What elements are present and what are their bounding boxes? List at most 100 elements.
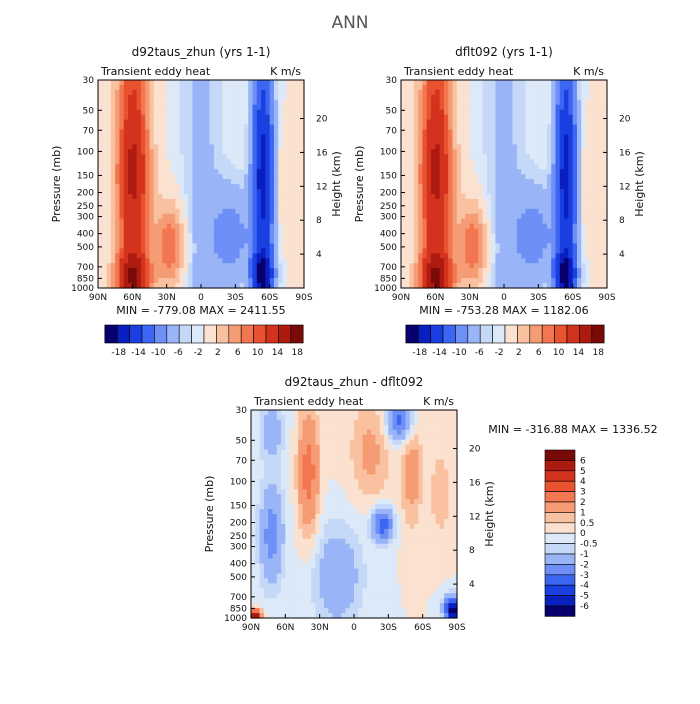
heatmap-cell: [543, 273, 548, 279]
heatmap-cell: [287, 263, 292, 269]
heatmap-cell: [440, 238, 445, 244]
heatmap-cell: [277, 568, 282, 574]
heatmap-cell: [272, 494, 277, 500]
heatmap-cell: [235, 115, 240, 121]
heatmap-cell: [235, 219, 240, 225]
heatmap-cell: [197, 139, 202, 145]
heatmap-cell: [222, 139, 227, 145]
heatmap-cell: [295, 219, 300, 225]
heatmap-cell: [102, 258, 107, 264]
heatmap-cell: [298, 514, 303, 520]
heatmap-cell: [132, 115, 137, 121]
heatmap-cell: [573, 248, 578, 254]
heatmap-cell: [98, 263, 103, 269]
heatmap-cell: [577, 159, 582, 165]
heatmap-cell: [102, 105, 107, 111]
heatmap-cell: [272, 450, 277, 456]
heatmap-cell: [277, 474, 282, 480]
heatmap-cell: [444, 248, 449, 254]
heatmap-cell: [457, 248, 462, 254]
heatmap-cell: [251, 425, 256, 431]
heatmap-cell: [590, 229, 595, 235]
heatmap-cell: [257, 214, 262, 220]
heatmap-cell: [465, 209, 470, 215]
heatmap-cell: [205, 134, 210, 140]
heatmap-cell: [594, 115, 599, 121]
heatmap-cell: [405, 159, 410, 165]
heatmap-cell: [564, 229, 569, 235]
heatmap-cell: [171, 105, 176, 111]
colorbar-swatch: [468, 325, 480, 343]
heatmap-cell: [410, 243, 415, 249]
heatmap-cell: [260, 568, 265, 574]
heatmap-cell: [530, 85, 535, 91]
heatmap-cell: [414, 174, 419, 180]
heatmap-cell: [410, 229, 415, 235]
heatmap-cell: [132, 229, 137, 235]
heatmap-cell: [175, 219, 180, 225]
heatmap-cell: [422, 209, 427, 215]
heatmap-cell: [154, 90, 159, 96]
heatmap-cell: [508, 214, 513, 220]
heatmap-cell: [281, 410, 286, 416]
heatmap-cell: [128, 105, 133, 111]
heatmap-cell: [274, 159, 279, 165]
heatmap-cell: [435, 243, 440, 249]
heatmap-cell: [431, 253, 436, 259]
heatmap-cell: [474, 174, 479, 180]
heatmap-cell: [525, 134, 530, 140]
heatmap-cell: [551, 214, 556, 220]
heatmap-cell: [201, 258, 206, 264]
heatmap-cell: [244, 120, 249, 126]
heatmap-cell: [564, 130, 569, 136]
heatmap-cell: [405, 268, 410, 274]
heatmap-cell: [222, 105, 227, 111]
heatmap-cell: [98, 253, 103, 259]
heatmap-cell: [132, 243, 137, 249]
heatmap-cell: [227, 169, 232, 175]
heatmap-cell: [500, 238, 505, 244]
heatmap-cell: [483, 268, 488, 274]
heatmap-cell: [560, 248, 565, 254]
heatmap-cell: [444, 258, 449, 264]
heatmap-cell: [188, 100, 193, 106]
heatmap-cell: [551, 194, 556, 200]
heatmap-cell: [158, 120, 163, 126]
heatmap-cell: [590, 184, 595, 190]
heatmap-cell: [132, 224, 137, 230]
heatmap-cell: [517, 273, 522, 279]
heatmap-cell: [551, 278, 556, 284]
heatmap-cell: [431, 278, 436, 284]
heatmap-cell: [303, 603, 308, 609]
heatmap-cell: [525, 85, 530, 91]
heatmap-cell: [290, 534, 295, 540]
heatmap-cell: [274, 179, 279, 185]
heatmap-cell: [268, 430, 273, 436]
heatmap-cell: [568, 90, 573, 96]
heatmap-cell: [175, 95, 180, 101]
heatmap-cell: [328, 469, 333, 475]
heatmap-cell: [295, 273, 300, 279]
heatmap-cell: [291, 204, 296, 210]
heatmap-cell: [102, 149, 107, 155]
heatmap-cell: [261, 159, 266, 165]
heatmap-cell: [401, 85, 406, 91]
heatmap-cell: [590, 204, 595, 210]
heatmap-cell: [470, 164, 475, 170]
heatmap-cell: [560, 125, 565, 131]
heatmap-cell: [265, 199, 270, 205]
heatmap-cell: [192, 258, 197, 264]
heatmap-cell: [294, 489, 299, 495]
heatmap-cell: [530, 95, 535, 101]
heatmap-cell: [440, 115, 445, 121]
heatmap-cell: [253, 179, 258, 185]
heatmap-cell: [171, 100, 176, 106]
heatmap-cell: [594, 268, 599, 274]
heatmap-cell: [260, 534, 265, 540]
heatmap-cell: [564, 149, 569, 155]
heatmap-cell: [255, 539, 260, 545]
heatmap-cell: [465, 214, 470, 220]
heatmap-cell: [260, 578, 265, 584]
heatmap-cell: [253, 174, 258, 180]
heatmap-cell: [240, 120, 245, 126]
